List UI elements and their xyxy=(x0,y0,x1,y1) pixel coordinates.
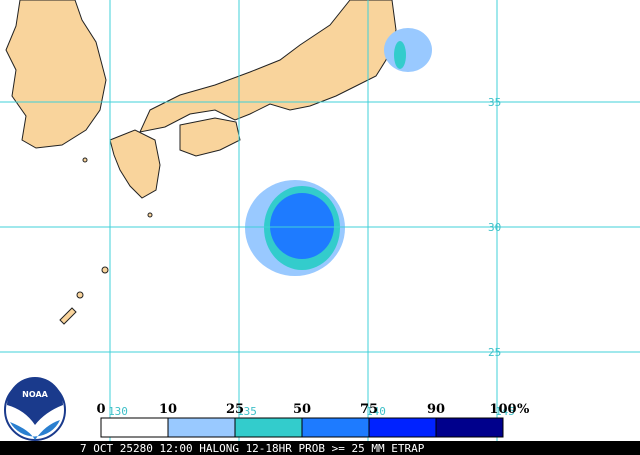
legend-label: 100 xyxy=(489,402,516,417)
island xyxy=(101,266,109,274)
prob-area xyxy=(270,193,334,259)
prob-area xyxy=(384,28,432,72)
island xyxy=(82,157,88,163)
lon-label: 140 xyxy=(366,405,386,418)
honshu xyxy=(139,0,397,133)
legend-label: 10 xyxy=(159,402,177,417)
logo-bottom xyxy=(10,420,60,440)
noaa-logo: NOAA xyxy=(4,377,66,441)
lon-label: 145 xyxy=(495,405,515,418)
legend: 0 10 25 50 75 90 100% xyxy=(96,402,530,438)
logo-top xyxy=(7,377,63,425)
legend-swatch xyxy=(301,417,370,438)
legend-swatch xyxy=(368,417,437,438)
legend-unit: % xyxy=(517,402,530,417)
legend-label: 0 xyxy=(96,402,105,417)
lat-label: 35 xyxy=(488,96,501,109)
legend-swatch xyxy=(100,417,169,438)
korea xyxy=(5,0,107,149)
shikoku xyxy=(179,117,241,157)
legend-swatch xyxy=(167,417,236,438)
kyushu xyxy=(109,129,161,199)
lon-label: 130 xyxy=(108,405,128,418)
legend-label: 90 xyxy=(427,402,445,417)
legend-swatch xyxy=(435,417,504,438)
island xyxy=(147,212,153,218)
legend-label: 75 xyxy=(360,402,378,417)
graticule: 35 30 25 130 135 140 145 xyxy=(0,0,640,441)
lon-label: 135 xyxy=(237,405,257,418)
rain-probability xyxy=(245,28,432,276)
island xyxy=(76,291,84,299)
land xyxy=(5,0,397,325)
prob-area xyxy=(394,41,406,69)
caption: 7 OCT 25280 12:00 HALONG 12-18HR PROB >=… xyxy=(80,442,425,455)
island xyxy=(59,307,77,325)
legend-label: 25 xyxy=(226,402,244,417)
legend-label: 50 xyxy=(293,402,311,417)
legend-swatch xyxy=(234,417,303,438)
logo-text: NOAA xyxy=(22,390,48,399)
caption-bar xyxy=(0,441,640,455)
lat-label: 25 xyxy=(488,346,501,359)
lat-label: 30 xyxy=(488,221,501,234)
